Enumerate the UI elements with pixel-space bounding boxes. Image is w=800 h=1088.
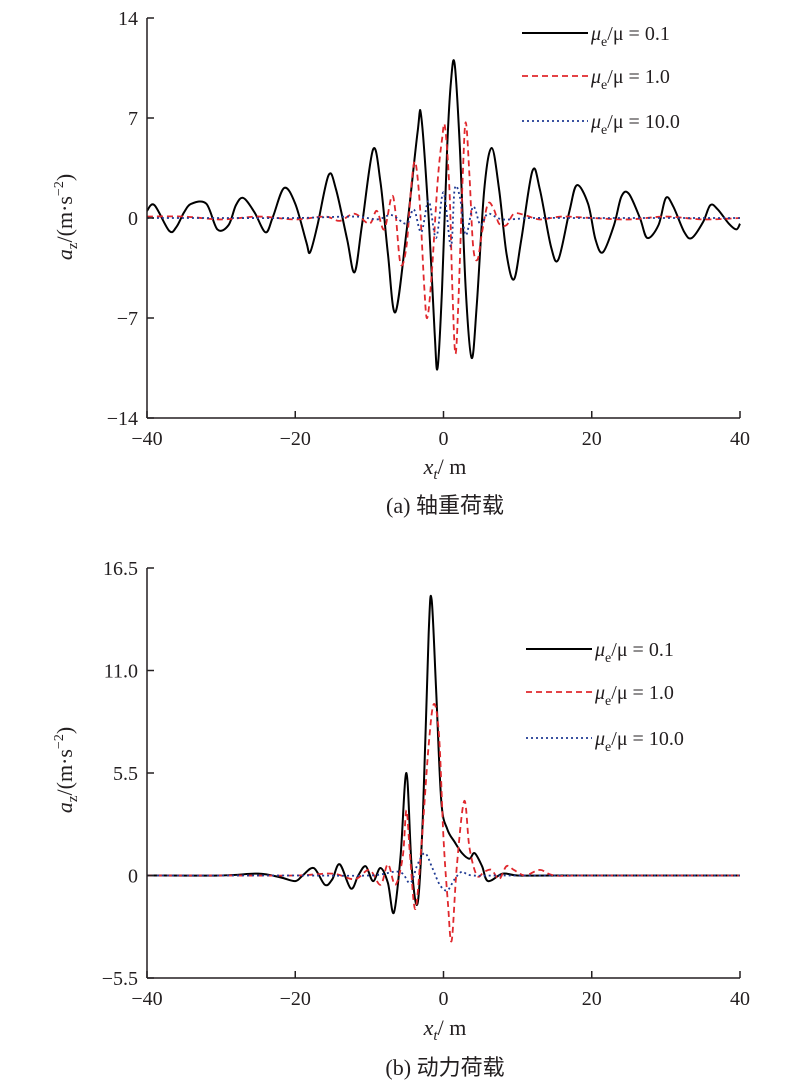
panel-b-lines [146,594,740,943]
panel-a-legend: μe/μ = 0.1 μe/μ = 1.0 μe/μ = 10.0 [522,23,680,138]
x-tick-label: 0 [439,428,449,450]
y-tick-label: 11.0 [104,661,138,683]
x-tick-label: −20 [280,428,311,450]
panel-a: 14 7 0 −7 −14−40 −20 0 20 40 μe/μ = 0.1 μe/μ = 1… [52,8,750,518]
y-tick-label: −14 [107,408,138,430]
panel-b-legend: μe/μ = 0.1 μe/μ = 1.0 μe/μ = 10.0 [526,639,684,755]
panel-a-x-axis-label: xt/ m [423,454,467,483]
legend-b-label-0: μe/μ = 0.1 [594,639,674,666]
series-line-1 [147,703,740,943]
x-tick-label: 20 [582,988,602,1010]
legend-a-label-1: μe/μ = 1.0 [590,66,670,93]
series-line-2 [147,852,740,892]
x-tick-label: −20 [280,988,311,1010]
y-tick-label: −7 [117,308,138,330]
legend-a-label-0: μe/μ = 0.1 [590,23,670,50]
panel-b-axes [146,568,740,979]
panel-b-caption: (b) 动力荷载 [385,1055,504,1080]
y-tick-label: 0 [128,208,138,230]
x-tick-label: −40 [131,428,162,450]
x-tick-label: 40 [730,428,750,450]
x-tick-label: 0 [439,988,449,1010]
series-line-1 [146,121,741,355]
y-tick-label: 5.5 [113,763,138,785]
panel-a-lines [146,59,741,371]
x-tick-label: 40 [730,988,750,1010]
legend-a-label-2: μe/μ = 10.0 [590,111,680,138]
panel-a-y-axis-label: az/(m·s−2) [52,174,81,260]
legend-b-label-2: μe/μ = 10.0 [594,728,684,755]
panel-b-y-axis-label: az/(m·s−2) [52,727,81,813]
y-tick-label: −5.5 [102,968,138,990]
panel-b-ticks: 16.5 11.0 5.5 0 −5.5−40 −20 0 20 40 [102,558,750,1010]
y-tick-label: 7 [128,108,138,130]
series-line-0 [146,59,741,371]
y-tick-label: 0 [128,866,138,888]
x-tick-label: 20 [582,428,602,450]
legend-b-label-1: μe/μ = 1.0 [594,682,674,709]
y-tick-label: 16.5 [103,558,138,580]
panel-a-ticks: 14 7 0 −7 −14−40 −20 0 20 40 [107,8,750,450]
series-line-0 [146,594,740,915]
panel-a-caption: (a) 轴重荷载 [386,493,504,518]
panel-b: 16.5 11.0 5.5 0 −5.5−40 −20 0 20 40 μe/μ = 0.1 μ… [52,558,750,1080]
panel-b-x-axis-label: xt/ m [423,1015,467,1044]
y-tick-label: 14 [118,8,138,30]
x-tick-label: −40 [131,988,162,1010]
